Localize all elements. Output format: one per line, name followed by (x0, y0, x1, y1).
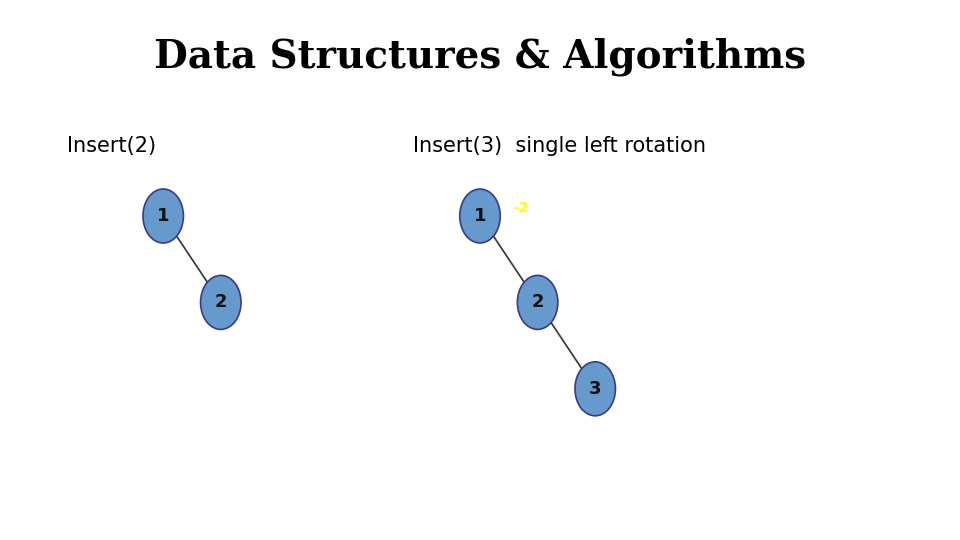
Text: -2: -2 (514, 201, 529, 215)
Text: 2: 2 (214, 293, 228, 312)
Text: 1: 1 (473, 207, 487, 225)
Ellipse shape (575, 362, 615, 416)
Ellipse shape (143, 189, 183, 243)
Ellipse shape (517, 275, 558, 329)
Ellipse shape (201, 275, 241, 329)
Ellipse shape (460, 189, 500, 243)
Text: 2: 2 (531, 293, 544, 312)
Text: Data Structures & Algorithms: Data Structures & Algorithms (154, 38, 806, 76)
Text: 1: 1 (156, 207, 170, 225)
Text: Insert(3)  single left rotation: Insert(3) single left rotation (413, 136, 706, 156)
Text: Insert(2): Insert(2) (67, 136, 156, 156)
Text: 3: 3 (588, 380, 602, 398)
